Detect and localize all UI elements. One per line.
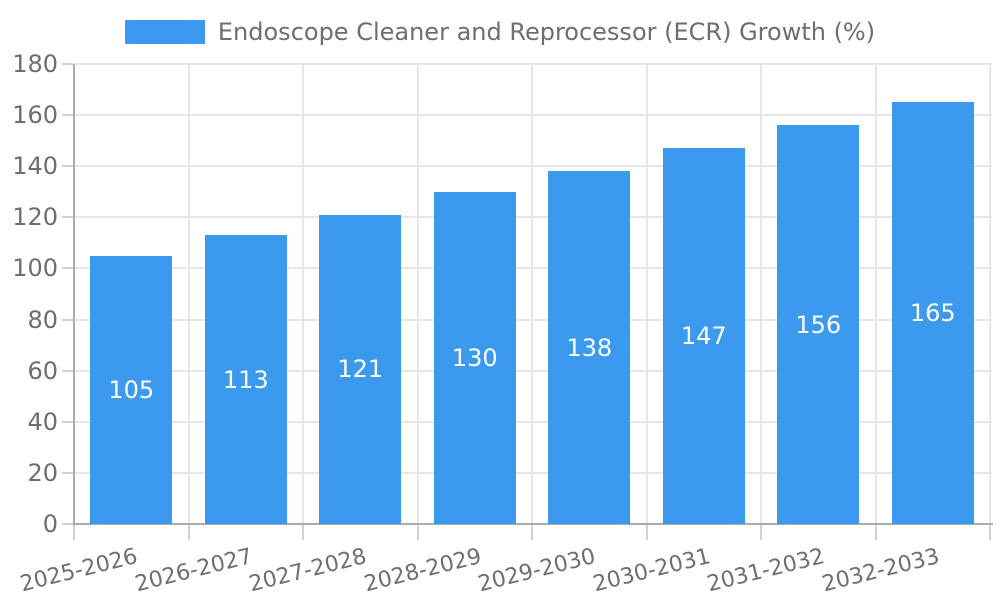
y-gridline [74,216,992,219]
y-axis-line [73,64,75,524]
bar-value-label: 130 [451,343,498,372]
y-gridline [74,114,992,117]
bar-2027-2028[interactable] [319,214,402,524]
y-axis-label: 20 [27,458,58,487]
y-gridline [74,63,992,65]
y-gridline [74,267,992,270]
x-tick-mark [760,524,762,540]
y-tick-mark [62,165,73,168]
bar-2032-2033[interactable] [891,102,974,524]
y-tick-mark [62,114,73,117]
y-axis-label: 140 [12,152,58,181]
legend[interactable]: Endoscope Cleaner and Reprocessor (ECR) … [0,18,1000,46]
y-axis-label: 160 [12,101,58,130]
x-tick-mark [73,524,75,540]
x-gridline [760,64,762,524]
y-axis-label: 0 [42,510,58,538]
y-axis-label: 100 [12,254,58,283]
y-gridline [74,420,992,423]
x-gridline [416,64,419,524]
y-gridline [74,369,992,372]
y-axis-label: 180 [12,50,58,78]
y-gridline [74,318,992,321]
bar-value-label: 138 [566,333,613,362]
y-gridline [74,471,992,474]
x-tick-mark [645,524,648,540]
bar-2026-2027[interactable] [204,235,287,524]
x-gridline [874,64,877,524]
x-gridline [645,64,648,524]
bar-value-label: 165 [909,299,956,328]
x-tick-mark [874,524,877,540]
y-tick-mark [62,420,73,423]
x-tick-mark [187,524,190,540]
bar-value-label: 121 [337,355,384,384]
y-tick-mark [62,63,73,65]
x-axis-line [73,523,993,525]
y-tick-mark [62,216,73,219]
y-tick-mark [62,318,73,321]
bar-value-label: 147 [680,322,727,351]
y-tick-mark [62,267,73,270]
x-tick-mark [531,524,533,540]
y-tick-mark [62,471,73,474]
x-gridline [531,64,533,524]
x-gridline [989,64,991,524]
y-gridline [74,165,992,168]
x-tick-mark [302,524,304,540]
y-axis-label: 60 [27,356,58,385]
bar-value-label: 105 [108,375,155,404]
bar-2029-2030[interactable] [548,171,631,524]
bar-value-label: 113 [222,365,269,394]
y-tick-mark [62,523,73,525]
y-tick-mark [62,369,73,372]
x-tick-mark [416,524,419,540]
x-tick-mark [989,524,991,540]
bar-2031-2032[interactable] [777,125,860,524]
y-axis-label: 80 [27,305,58,334]
bar-2028-2029[interactable] [433,191,516,524]
x-gridline [302,64,304,524]
bar-2030-2031[interactable] [662,148,745,524]
bar-2025-2026[interactable] [90,255,173,524]
legend-swatch-icon [124,20,205,44]
bar-value-label: 156 [795,310,842,339]
legend-label: Endoscope Cleaner and Reprocessor (ECR) … [217,18,876,46]
y-axis-label: 120 [12,203,58,232]
y-axis-label: 40 [27,407,58,436]
x-gridline [187,64,190,524]
